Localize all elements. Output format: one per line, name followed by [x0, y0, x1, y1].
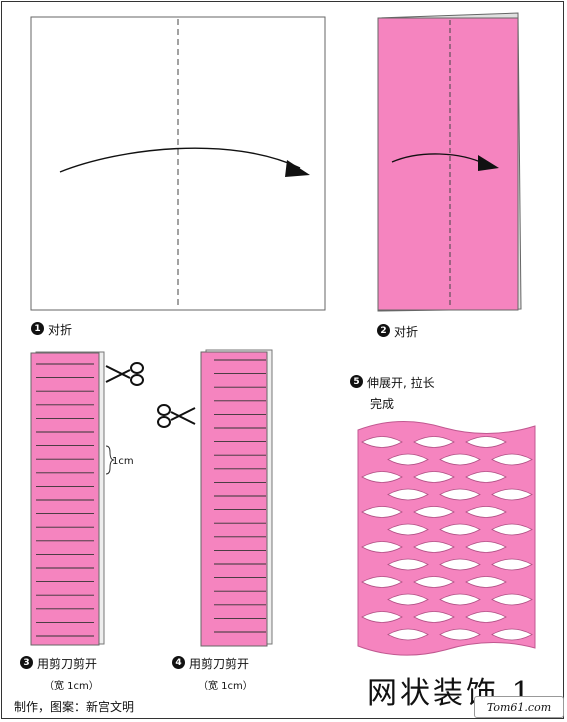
- step3-text: 用剪刀剪开: [37, 657, 98, 671]
- net-hole: [387, 523, 429, 536]
- scissors-icon: [157, 404, 196, 428]
- step5-label-line2: 完成: [370, 395, 394, 412]
- net-hole: [439, 558, 481, 571]
- net-hole: [413, 506, 455, 518]
- step4-number: 4: [172, 656, 185, 669]
- step1-arrowhead: [285, 160, 310, 177]
- net-hole: [491, 593, 533, 606]
- watermark-logo: Tom61.com: [474, 696, 564, 718]
- step4-paper: [200, 349, 273, 647]
- net-hole: [413, 471, 455, 483]
- net-hole: [413, 611, 455, 623]
- step4-label: 4 用剪刀剪开: [172, 655, 249, 672]
- net-hole: [465, 506, 507, 518]
- net-hole: [465, 541, 507, 553]
- step5-net: [357, 421, 536, 656]
- step5-text: 伸展开, 拉长: [367, 376, 435, 390]
- net-hole: [413, 576, 455, 588]
- net-hole: [361, 471, 403, 483]
- step1-fold-arrow: [59, 147, 301, 173]
- step1-paper: [30, 16, 326, 311]
- net-hole: [361, 611, 403, 623]
- net-hole: [465, 471, 507, 483]
- net-hole: [439, 453, 481, 466]
- net-hole: [361, 576, 403, 588]
- step1-label: 1 对折: [31, 321, 72, 338]
- step1-number: 1: [31, 322, 44, 335]
- net-hole: [387, 488, 429, 501]
- net-hole: [361, 436, 403, 448]
- step2-arrowhead: [478, 155, 499, 171]
- net-hole: [387, 558, 429, 571]
- net-hole: [491, 453, 533, 466]
- net-hole: [491, 558, 533, 571]
- measure-label: 1cm: [112, 456, 134, 467]
- step5-number: 5: [350, 375, 363, 388]
- step3-number: 3: [20, 656, 33, 669]
- net-hole: [439, 628, 481, 641]
- credit-text: 制作，图案：新宫文明: [14, 700, 135, 714]
- net-hole: [465, 576, 507, 588]
- step3-note: （宽 1cm）: [44, 681, 99, 692]
- net-hole: [439, 523, 481, 536]
- net-hole: [361, 541, 403, 553]
- net-hole: [361, 506, 403, 518]
- net-hole: [491, 488, 533, 501]
- net-hole: [387, 453, 429, 466]
- step2-paper: [377, 12, 522, 312]
- scissors-icon: [105, 362, 144, 386]
- step3-label: 3 用剪刀剪开: [20, 655, 97, 672]
- net-hole: [465, 436, 507, 448]
- net-hole: [439, 488, 481, 501]
- step3-paper: [30, 351, 115, 646]
- net-hole: [413, 436, 455, 448]
- step4-cut-lines: [214, 359, 266, 633]
- step5-label: 5 伸展开, 拉长: [350, 374, 435, 391]
- step1-text: 对折: [48, 323, 73, 337]
- step5-text-line2: 完成: [370, 397, 395, 411]
- step3-cut-lines: [36, 363, 94, 637]
- net-hole: [387, 593, 429, 606]
- step2-label: 2 对折: [377, 323, 418, 340]
- net-hole: [491, 523, 533, 536]
- step4-note: （宽 1cm）: [198, 681, 253, 692]
- step3-brace: [105, 445, 115, 475]
- step2-number: 2: [377, 324, 390, 337]
- net-hole: [491, 628, 533, 641]
- net-hole: [465, 611, 507, 623]
- net-hole: [413, 541, 455, 553]
- step4-text: 用剪刀剪开: [189, 657, 250, 671]
- step2-fold-arrow: [391, 153, 486, 165]
- net-hole: [439, 593, 481, 606]
- step2-text: 对折: [394, 325, 419, 339]
- net-hole: [387, 628, 429, 641]
